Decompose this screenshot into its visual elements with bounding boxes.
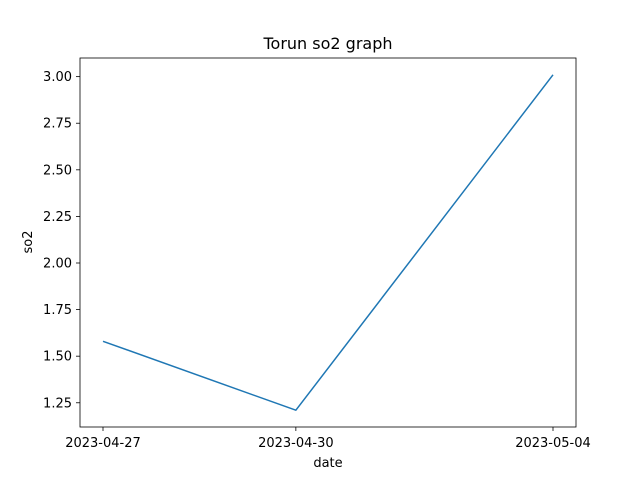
x-axis-ticks: 2023-04-27 2023-04-30 2023-05-04 [65, 427, 591, 451]
x-tick-label: 2023-04-27 [65, 436, 141, 451]
y-axis-ticks: 1.25 1.50 1.75 2.00 2.25 2.50 2.75 3.00 [43, 70, 80, 411]
y-axis-label: so2 [21, 231, 36, 254]
y-tick-label: 3.00 [43, 70, 72, 85]
y-tick-label: 2.50 [43, 163, 72, 178]
x-axis-label: date [313, 456, 342, 471]
plot-area [80, 58, 576, 427]
x-tick-label: 2023-05-04 [515, 436, 591, 451]
y-tick-label: 1.75 [43, 303, 72, 318]
y-tick-label: 2.75 [43, 117, 72, 132]
y-tick-label: 1.25 [43, 396, 72, 411]
y-tick-label: 2.25 [43, 210, 72, 225]
y-tick-label: 2.00 [43, 257, 72, 272]
plot-frame [79, 57, 577, 428]
x-tick-label: 2023-04-30 [258, 436, 334, 451]
y-tick-label: 1.50 [43, 350, 72, 365]
series-line-so2 [102, 74, 554, 411]
chart-title: Torun so2 graph [262, 34, 392, 53]
